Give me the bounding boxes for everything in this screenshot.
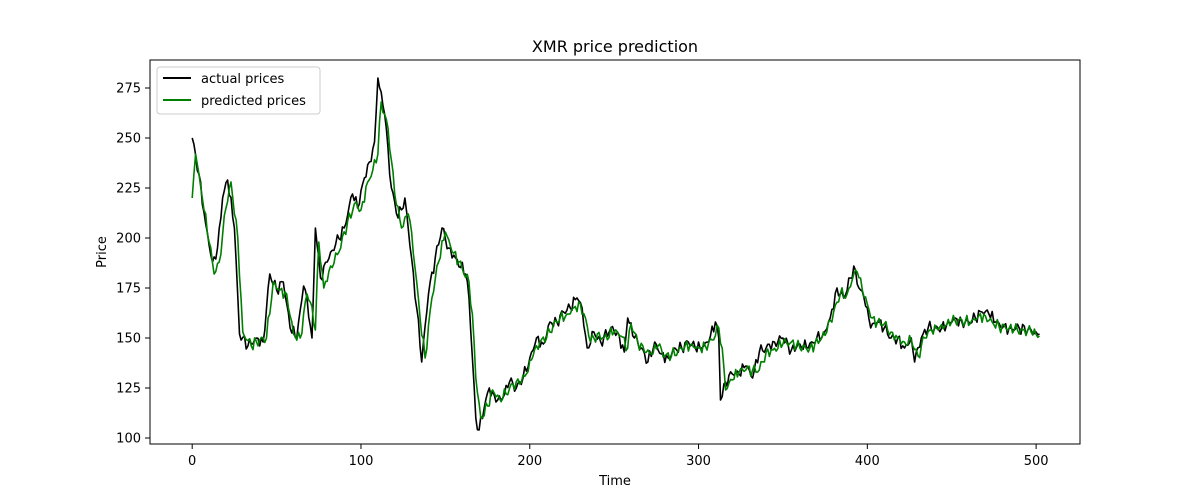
x-axis-title: Time [598, 474, 631, 489]
legend-label-predicted: predicted prices [201, 94, 306, 109]
y-tick-label: 175 [116, 282, 141, 297]
chart-title: XMR price prediction [532, 37, 698, 56]
x-tick-label: 200 [517, 454, 542, 469]
y-tick-label: 200 [116, 232, 141, 247]
x-tick-label: 400 [855, 454, 880, 469]
y-tick-label: 100 [116, 432, 141, 447]
x-tick-label: 100 [349, 454, 374, 469]
y-tick-label: 225 [116, 182, 141, 197]
legend-label-actual: actual prices [201, 72, 285, 87]
x-axis: 0 100 200 300 400 500 [188, 444, 1049, 469]
legend-box [156, 66, 321, 115]
legend: actual prices predicted prices [156, 66, 321, 115]
axes-frame [149, 59, 1081, 445]
y-tick-label: 275 [116, 82, 141, 97]
series-line-predicted [191, 101, 1040, 419]
y-tick-label: 125 [116, 382, 141, 397]
y-axis-title: Price [95, 236, 110, 268]
plot-area: 0 100 200 300 400 500 100 125 150 175 200 225 250 27… [116, 59, 1081, 469]
x-tick-label: 500 [1024, 454, 1049, 469]
y-tick-label: 150 [116, 332, 141, 347]
series-layer [191, 77, 1040, 431]
x-tick-label: 300 [686, 454, 711, 469]
y-tick-label: 250 [116, 132, 141, 147]
x-tick-label: 0 [188, 454, 196, 469]
y-axis: 100 125 150 175 200 225 250 275 [116, 82, 150, 447]
